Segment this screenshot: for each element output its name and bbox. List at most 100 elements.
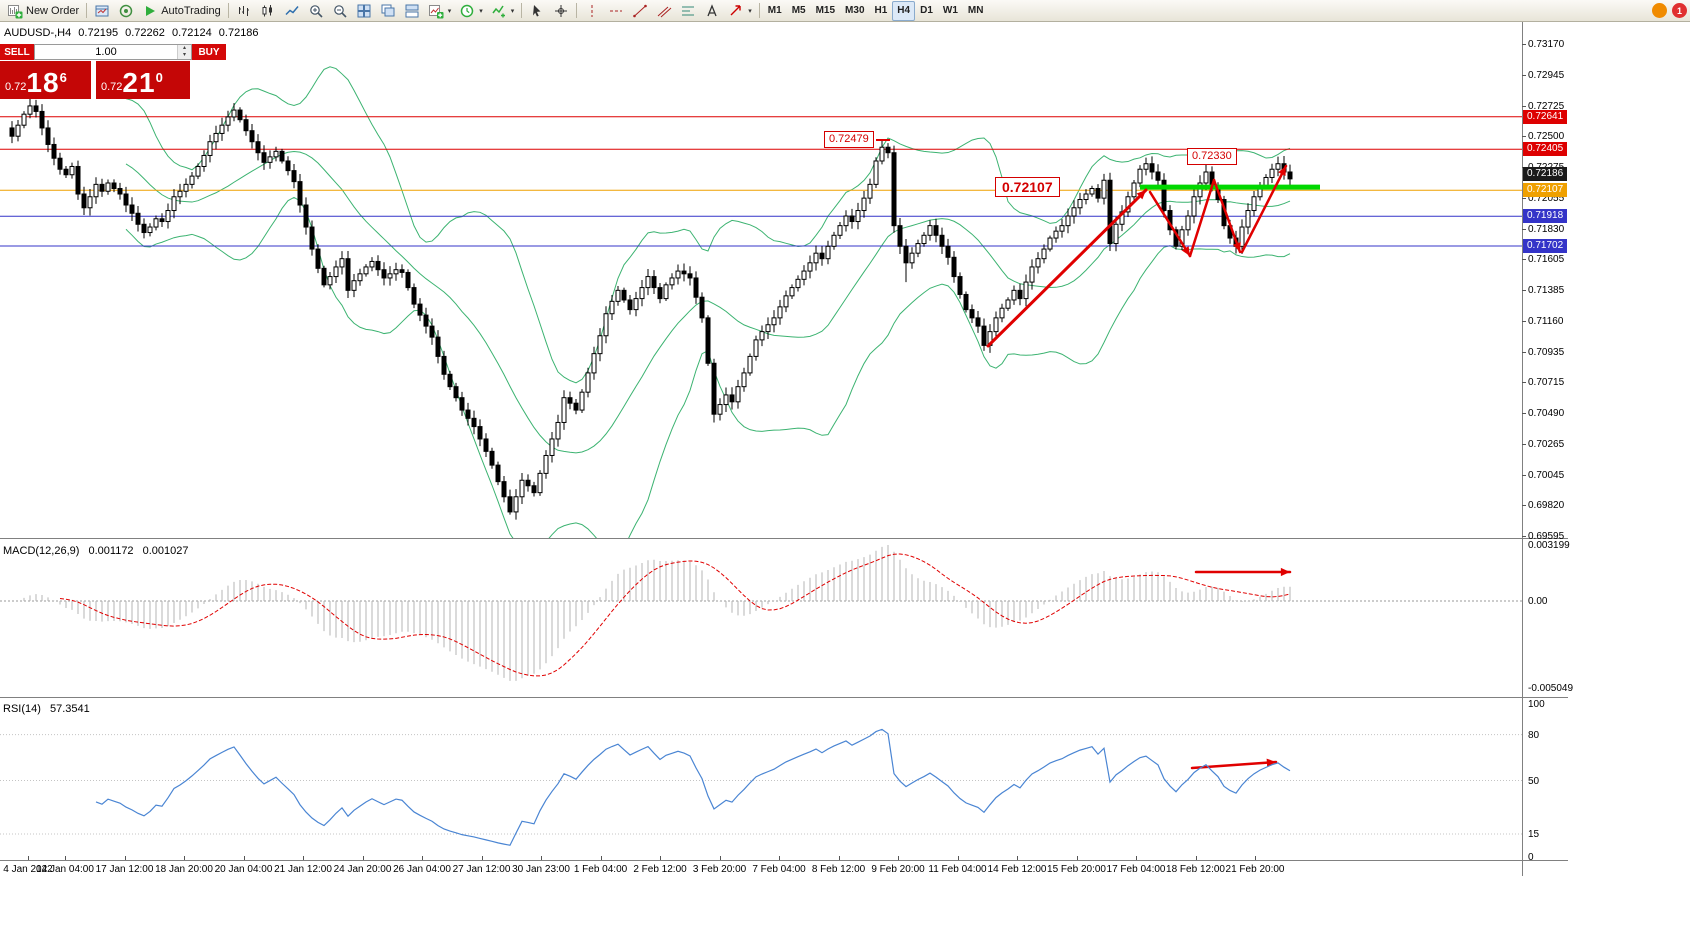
time-axis-label: 27 Jan 12:00 bbox=[452, 864, 511, 875]
price-chart-canvas[interactable] bbox=[0, 22, 1522, 538]
bar-chart-button[interactable] bbox=[232, 0, 256, 22]
autotrading-button[interactable]: AutoTrading bbox=[138, 0, 225, 22]
chart-ohlc-info: AUDUSD-,H4 0.72195 0.72262 0.72124 0.721… bbox=[4, 27, 263, 39]
rsi-scale-label: 100 bbox=[1528, 699, 1545, 710]
price-scale-tick bbox=[1522, 413, 1526, 414]
zoom-in-button[interactable] bbox=[304, 0, 328, 22]
timeframe-h1-button[interactable]: H1 bbox=[874, 5, 888, 16]
crosshair-icon bbox=[555, 4, 568, 17]
pane-separator[interactable] bbox=[0, 538, 1568, 539]
sell-header-button[interactable]: SELL bbox=[0, 44, 34, 60]
volume-input[interactable] bbox=[35, 45, 177, 59]
zoom-out-button[interactable] bbox=[328, 0, 352, 22]
horizontal-line-tool-button[interactable] bbox=[604, 0, 628, 22]
timeframe-mn-button[interactable]: MN bbox=[967, 5, 984, 16]
rsi-scale-label: 80 bbox=[1528, 729, 1540, 741]
volume-down-button[interactable]: ▾ bbox=[178, 52, 191, 59]
price-scale-tick bbox=[1522, 351, 1526, 353]
crosshair-tool-button[interactable] bbox=[549, 0, 573, 22]
one-click-trading-panel: SELL ▴ ▾ BUY 0.72 18 6 0.72 21 0 bbox=[0, 44, 226, 99]
arrows-tool-button[interactable]: ▾ bbox=[724, 0, 756, 22]
indicators-button[interactable]: ▾ bbox=[487, 0, 519, 22]
price-scale-tick bbox=[1522, 474, 1526, 476]
toolbar-separator bbox=[227, 3, 229, 18]
indicators-icon bbox=[492, 5, 505, 17]
time-axis-label: 8 Feb 12:00 bbox=[811, 864, 866, 875]
line-chart-button[interactable] bbox=[280, 0, 304, 22]
time-axis-tick bbox=[481, 856, 483, 860]
price-annotation-high[interactable]: 0.72479 bbox=[824, 131, 874, 148]
cursor-tool-button[interactable] bbox=[525, 0, 549, 22]
bar-chart-icon bbox=[238, 5, 249, 16]
time-axis-label: 17 Feb 04:00 bbox=[1106, 864, 1166, 875]
price-scale-tick bbox=[1522, 74, 1526, 76]
timeframe-m1-button[interactable]: M1 bbox=[767, 5, 782, 16]
pane-separator[interactable] bbox=[0, 697, 1568, 698]
buy-price-button[interactable]: 0.72 21 0 bbox=[96, 61, 190, 99]
cursor-icon bbox=[533, 4, 541, 16]
macd-name: MACD(12,26,9) bbox=[3, 545, 80, 557]
market-watch-button[interactable] bbox=[90, 0, 114, 22]
toolbar-separator bbox=[521, 3, 523, 18]
price-annotation-level[interactable]: 0.72107 bbox=[995, 177, 1060, 197]
rsi-pane-canvas[interactable] bbox=[0, 698, 1522, 860]
arrange-windows-button[interactable] bbox=[400, 0, 424, 22]
dropdown-caret-icon: ▾ bbox=[748, 7, 752, 15]
rsi-scale-label: 0 bbox=[1528, 852, 1534, 863]
timeframe-m30-button[interactable]: M30 bbox=[845, 5, 865, 16]
timeframe-d1-button[interactable]: D1 bbox=[920, 5, 933, 16]
tile-windows-button[interactable] bbox=[352, 0, 376, 22]
rsi-title: RSI(14) 57.3541 bbox=[3, 703, 96, 715]
volume-up-button[interactable]: ▴ bbox=[178, 45, 191, 52]
fibonacci-tool-button[interactable] bbox=[676, 0, 700, 22]
time-axis-tick bbox=[1017, 856, 1018, 860]
time-axis-tick bbox=[600, 856, 602, 860]
new-chart-button[interactable]: ▾ bbox=[424, 0, 456, 22]
time-axis-label: 4 Jan 2022 bbox=[3, 864, 53, 875]
price-scale-label: 0.72725 bbox=[1528, 100, 1565, 112]
buy-header-button[interactable]: BUY bbox=[192, 44, 226, 60]
price-scale-label: 0.72055 bbox=[1528, 192, 1565, 204]
volume-spinner: ▴ ▾ bbox=[177, 45, 191, 59]
candlestick-chart-button[interactable] bbox=[256, 0, 280, 22]
time-axis-label: 26 Jan 04:00 bbox=[393, 864, 451, 875]
main-toolbar: New Order AutoTrading bbox=[0, 0, 1690, 22]
sell-price-big: 18 bbox=[26, 67, 60, 98]
price-scale-tick bbox=[1522, 44, 1526, 45]
profiles-button[interactable]: ▾ bbox=[455, 0, 487, 22]
price-tag: 0.72107 bbox=[1523, 183, 1568, 198]
new-order-button[interactable]: New Order bbox=[3, 0, 83, 22]
timeframe-w1-button[interactable]: W1 bbox=[942, 5, 958, 16]
price-scale-tick bbox=[1522, 382, 1526, 384]
timeframe-m5-button[interactable]: M5 bbox=[791, 5, 806, 16]
close-value: 0.72186 bbox=[218, 27, 259, 39]
channel-tool-button[interactable] bbox=[652, 0, 676, 22]
timeframe-h4-button[interactable]: H4 bbox=[892, 0, 916, 21]
time-axis-label: 7 Feb 04:00 bbox=[752, 864, 806, 875]
price-scale-tick bbox=[1522, 259, 1526, 261]
price-scale-tick bbox=[1522, 228, 1526, 230]
price-annotation-resistance[interactable]: 0.72330 bbox=[1187, 148, 1237, 165]
trendline-tool-button[interactable] bbox=[628, 0, 652, 22]
community-icon[interactable] bbox=[1652, 3, 1667, 18]
time-axis-tick bbox=[1136, 856, 1137, 860]
price-tag: 0.72405 bbox=[1523, 142, 1568, 157]
price-scale-tick bbox=[1522, 105, 1526, 107]
time-axis-tick bbox=[65, 856, 66, 860]
open-value: 0.72195 bbox=[78, 27, 119, 39]
cascade-windows-button[interactable] bbox=[376, 0, 400, 22]
notification-badge[interactable]: 1 bbox=[1672, 3, 1687, 18]
time-axis-label: 14 Feb 12:00 bbox=[987, 864, 1047, 875]
macd-pane-canvas[interactable] bbox=[0, 539, 1522, 697]
price-scale-label: 0.70715 bbox=[1528, 377, 1565, 389]
text-tool-button[interactable] bbox=[700, 0, 724, 22]
sell-price-button[interactable]: 0.72 18 6 bbox=[0, 61, 91, 99]
timeframe-m15-button[interactable]: M15 bbox=[815, 5, 836, 16]
time-axis-label: 1 Feb 04:00 bbox=[573, 864, 628, 875]
price-scale-label: 0.70265 bbox=[1528, 438, 1565, 450]
toolbar-separator bbox=[758, 3, 760, 18]
vertical-line-tool-button[interactable] bbox=[580, 0, 604, 22]
time-axis-tick bbox=[243, 856, 245, 860]
navigator-button[interactable] bbox=[114, 0, 138, 22]
